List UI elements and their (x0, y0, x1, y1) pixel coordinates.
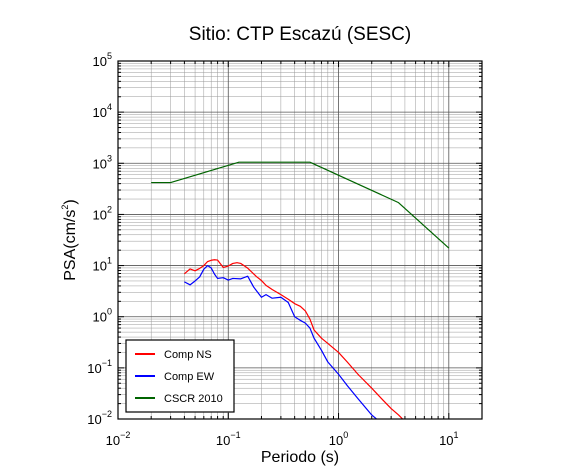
tick-exponent: 0 (343, 430, 348, 440)
legend: Comp NS Comp EW CSCR 2010 (125, 339, 235, 413)
tick-exponent: −1 (102, 358, 112, 368)
tick-exponent: 1 (107, 256, 112, 266)
series-line-3 (151, 161, 450, 249)
x-tick-label: 10−1 (216, 430, 241, 448)
tick-base: 10 (216, 433, 230, 448)
x-axis-label: Periodo (s) (261, 449, 339, 466)
tick-exponent: 2 (107, 204, 112, 214)
y-tick-label: 10−2 (87, 409, 112, 427)
x-tick-labels: 10−2 10−1 100 101 (106, 430, 459, 448)
y-axis-label: PSA(cm/s2) (60, 199, 79, 280)
tick-base: 10 (93, 105, 107, 120)
grid-minor (118, 61, 483, 419)
y-tick-label: 105 (93, 51, 112, 69)
plot-frame (117, 60, 483, 420)
series-line-1 (183, 259, 404, 419)
ticks-layer (117, 60, 483, 420)
legend-label: CSCR 2010 (164, 393, 223, 405)
tick-base: 10 (106, 433, 120, 448)
tick-base: 10 (87, 361, 101, 376)
tick-exponent: 5 (107, 51, 112, 61)
tick-base: 10 (93, 310, 107, 325)
chart-title: Sitio: CTP Escazú (SESC) (189, 24, 411, 45)
tick-exponent: −1 (230, 430, 240, 440)
series-line-2 (184, 264, 378, 419)
y-tick-label: 10−1 (87, 358, 112, 376)
y-tick-label: 102 (93, 204, 112, 222)
tick-exponent: 0 (107, 307, 112, 317)
x-tick-label: 100 (329, 430, 348, 448)
y-tick-label: 103 (93, 153, 112, 171)
y-tick-label: 104 (93, 102, 112, 120)
tick-base: 10 (439, 433, 453, 448)
series-layer (151, 161, 450, 419)
legend-label: Comp EW (164, 371, 215, 383)
tick-exponent: −2 (120, 430, 130, 440)
tick-base: 10 (329, 433, 343, 448)
tick-exponent: 1 (454, 430, 459, 440)
tick-base: 10 (93, 156, 107, 171)
y-tick-label: 101 (93, 256, 112, 274)
tick-base: 10 (93, 54, 107, 69)
y-axis-label-base: PSA(cm/s (62, 210, 79, 281)
y-axis-label-close: ) (62, 199, 79, 204)
x-tick-label: 101 (439, 430, 458, 448)
tick-exponent: 4 (107, 102, 112, 112)
legend-label: Comp NS (164, 349, 212, 361)
tick-base: 10 (93, 259, 107, 274)
tick-exponent: −2 (102, 409, 112, 419)
tick-exponent: 3 (107, 153, 112, 163)
y-tick-label: 100 (93, 307, 112, 325)
x-tick-label: 10−2 (106, 430, 131, 448)
tick-base: 10 (93, 207, 107, 222)
tick-base: 10 (87, 412, 101, 427)
y-axis-label-exp: 2 (60, 205, 70, 210)
